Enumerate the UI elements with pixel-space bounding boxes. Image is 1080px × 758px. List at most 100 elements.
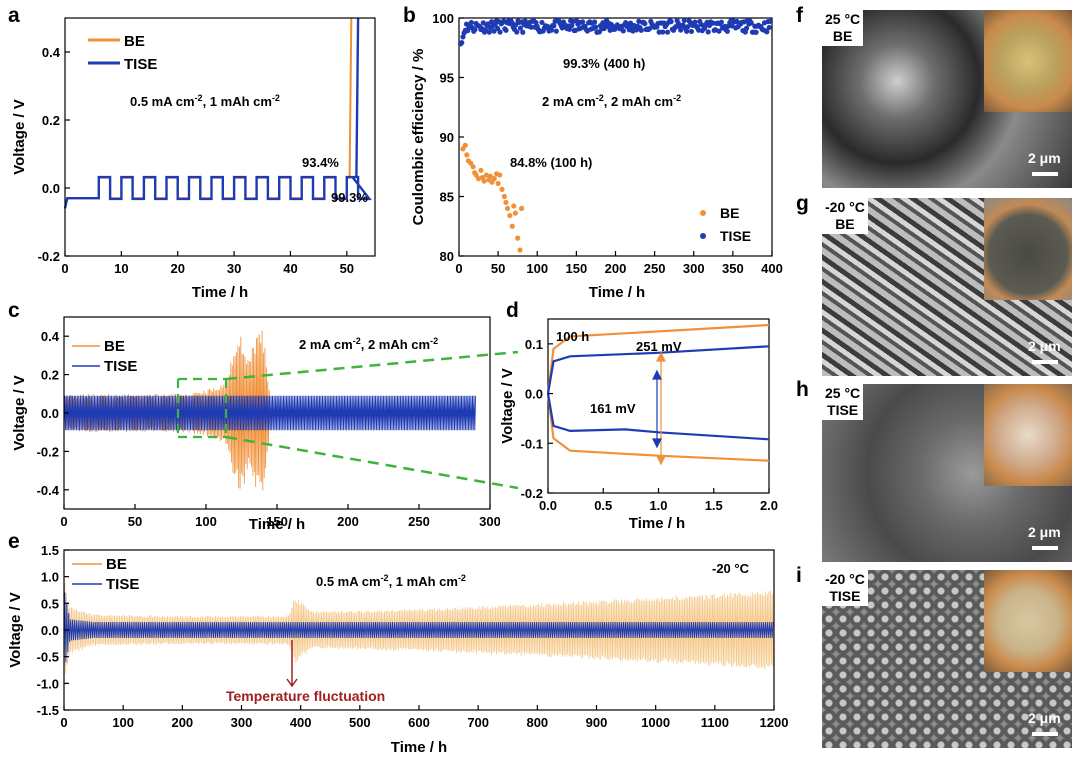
- point-tise-b: [678, 27, 684, 33]
- ylabel-b: Coulombic efficiency / %: [410, 49, 427, 226]
- ylabel-e: Voltage / V: [7, 592, 24, 668]
- point-be-b: [495, 180, 501, 187]
- panel-letter-a: a: [8, 4, 20, 27]
- point-be-b: [462, 142, 468, 148]
- point-be-b: [464, 152, 470, 158]
- e-xtick-label: 400: [290, 715, 312, 730]
- b-ytick-label: 100: [432, 11, 454, 26]
- point-tise-b: [459, 40, 465, 46]
- scale-bar: [1032, 546, 1058, 550]
- e-xtick-label: 600: [408, 715, 430, 730]
- ylabel-c: Voltage / V: [11, 375, 28, 451]
- point-tise-b: [468, 19, 474, 26]
- b-xtick-label: 250: [644, 261, 666, 276]
- c-xtick-label: 300: [479, 514, 500, 529]
- point-be-b: [509, 223, 515, 229]
- point-be-b: [517, 247, 523, 253]
- chart-a: a 0 10 20 30 40 50 -0.2 0.0 0.2 0.4 Voltage / V T…: [8, 4, 376, 300]
- annotation-tise-b: 99.3% (400 h): [563, 56, 645, 71]
- note-e: 0.5 mA cm-2, 1 mAh cm-2: [316, 573, 466, 589]
- note-c: 2 mA cm-2, 2 mAh cm-2: [299, 336, 438, 352]
- arrow-be-d: [656, 351, 666, 466]
- point-be-b: [503, 199, 509, 206]
- ylabel-a: Voltage / V: [11, 99, 28, 175]
- e-ytick-label: 1.5: [41, 543, 59, 558]
- legend-marker-be-b: [700, 210, 706, 216]
- panel-letter-h: h: [796, 378, 809, 401]
- point-tise-b: [764, 29, 770, 35]
- point-be-b: [491, 176, 497, 182]
- sem-temperature: -20 °C: [825, 199, 865, 215]
- point-tise-b: [743, 25, 750, 31]
- sem-temperature: 25 °C: [825, 11, 861, 27]
- b-xtick-label: 50: [491, 261, 505, 276]
- sem-condition-label: 25 °C TISE: [822, 384, 864, 420]
- point-be-b: [481, 178, 487, 184]
- sem-temperature: 25 °C: [825, 385, 861, 401]
- a-ytick-label: 0.4: [42, 45, 61, 60]
- point-tise-b: [620, 28, 626, 34]
- point-be-b: [470, 164, 476, 170]
- e-xtick-label: 100: [112, 715, 134, 730]
- b-ytick-label: 80: [440, 249, 454, 264]
- legend-marker-tise-b: [700, 233, 706, 239]
- c-ytick-label: 0.2: [41, 368, 59, 383]
- series-tise-a: [63, 17, 372, 209]
- sem-temperature: -20 °C: [825, 571, 865, 587]
- point-be-b: [511, 203, 517, 209]
- annotation-tise-d: 161 mV: [590, 401, 636, 416]
- legend-tise-e: TISE: [106, 576, 139, 593]
- c-ytick-label: -0.2: [37, 444, 59, 459]
- scale-bar-label: 2 μm: [1028, 150, 1061, 166]
- e-xtick-label: 1100: [701, 715, 729, 730]
- point-tise-b: [491, 28, 497, 34]
- point-tise-b: [512, 22, 519, 28]
- ylabel-d: Voltage / V: [499, 368, 516, 444]
- sem-image-f: 25 °C BE 2 μm: [822, 10, 1072, 188]
- d-ytick-label: 0.1: [525, 337, 543, 352]
- b-xtick-label: 200: [605, 261, 627, 276]
- point-tise-b: [748, 20, 754, 26]
- point-tise-b: [514, 29, 520, 35]
- point-tise-b: [551, 23, 557, 29]
- a-xtick-label: 10: [114, 261, 128, 276]
- point-be-b: [483, 172, 489, 178]
- point-tise-b: [646, 25, 653, 32]
- point-be-b: [515, 235, 521, 241]
- a-xtick-label: 50: [340, 261, 354, 276]
- e-xtick-label: 800: [526, 715, 548, 730]
- annotation-be-b: 84.8% (100 h): [510, 155, 592, 170]
- electrode-photo-inset: [984, 384, 1072, 486]
- a-xtick-label: 20: [170, 261, 184, 276]
- xlabel-a: Time / h: [192, 284, 248, 300]
- point-tise-b: [517, 25, 523, 31]
- point-be-b: [487, 173, 493, 179]
- b-xtick-label: 150: [566, 261, 588, 276]
- a-xtick-label: 0: [61, 261, 68, 276]
- point-tise-b: [480, 20, 486, 26]
- c-ytick-label: 0.4: [41, 329, 60, 344]
- xlabel-e: Time / h: [391, 739, 447, 756]
- point-tise-b: [767, 18, 774, 24]
- e-ytick-label: -1.5: [37, 703, 59, 718]
- a-xtick-label: 40: [283, 261, 297, 276]
- point-tise-b: [753, 29, 759, 35]
- point-tise-b: [579, 19, 586, 25]
- temperature-label-e: -20 °C: [712, 561, 750, 576]
- scale-bar-label: 2 μm: [1028, 338, 1061, 354]
- e-xtick-label: 900: [586, 715, 608, 730]
- c-xtick-label: 50: [128, 514, 142, 529]
- plot-frame-a: [64, 17, 376, 257]
- point-tise-b: [684, 28, 690, 34]
- annotation-be-a: 93.4%: [302, 155, 339, 170]
- point-be-b: [504, 205, 511, 211]
- d-ytick-label: 0.0: [525, 387, 543, 402]
- d-xtick-label: 2.0: [760, 498, 778, 513]
- annotation-time-d: 100 h: [556, 329, 589, 344]
- panel-letter-f: f: [796, 4, 803, 27]
- point-be-b: [512, 210, 518, 216]
- series-tise-lower-d: [546, 393, 770, 441]
- point-tise-b: [569, 22, 575, 29]
- legend-be-e: BE: [106, 556, 127, 573]
- point-tise-b: [548, 27, 555, 33]
